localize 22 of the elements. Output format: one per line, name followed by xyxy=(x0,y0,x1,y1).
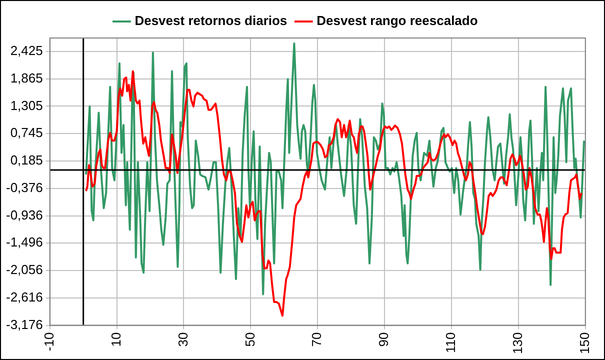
x-tick-label: -10 xyxy=(41,332,56,352)
y-tick-label: 1,305 xyxy=(10,98,43,113)
x-tick-label: 10 xyxy=(108,332,124,347)
y-tick-label: -3,176 xyxy=(6,316,43,332)
y-tick-label: -2,056 xyxy=(6,262,43,278)
y-tick-label: -0,936 xyxy=(6,207,43,222)
legend-label: Desvest rango reescalado xyxy=(316,13,478,28)
y-tick-label: 0,745 xyxy=(10,125,43,140)
x-tick-label: 50 xyxy=(242,332,258,347)
y-tick-label: -2,616 xyxy=(6,290,43,305)
y-tick-label: 1,865 xyxy=(10,70,43,86)
y-tick-label: -0,376 xyxy=(6,180,43,195)
x-tick-label: 30 xyxy=(175,332,190,347)
x-tick-label: 90 xyxy=(376,332,392,347)
y-tick-label: 2,425 xyxy=(10,43,43,58)
x-tick-label: 130 xyxy=(510,332,526,354)
y-tick-label: 0,185 xyxy=(10,152,43,168)
x-tick-label: 150 xyxy=(576,332,592,354)
legend-label: Desvest retornos diarios xyxy=(134,13,288,28)
x-tick-label: 110 xyxy=(443,332,458,354)
y-tick-label: -1,496 xyxy=(6,234,43,250)
x-tick-label: 70 xyxy=(309,332,324,347)
